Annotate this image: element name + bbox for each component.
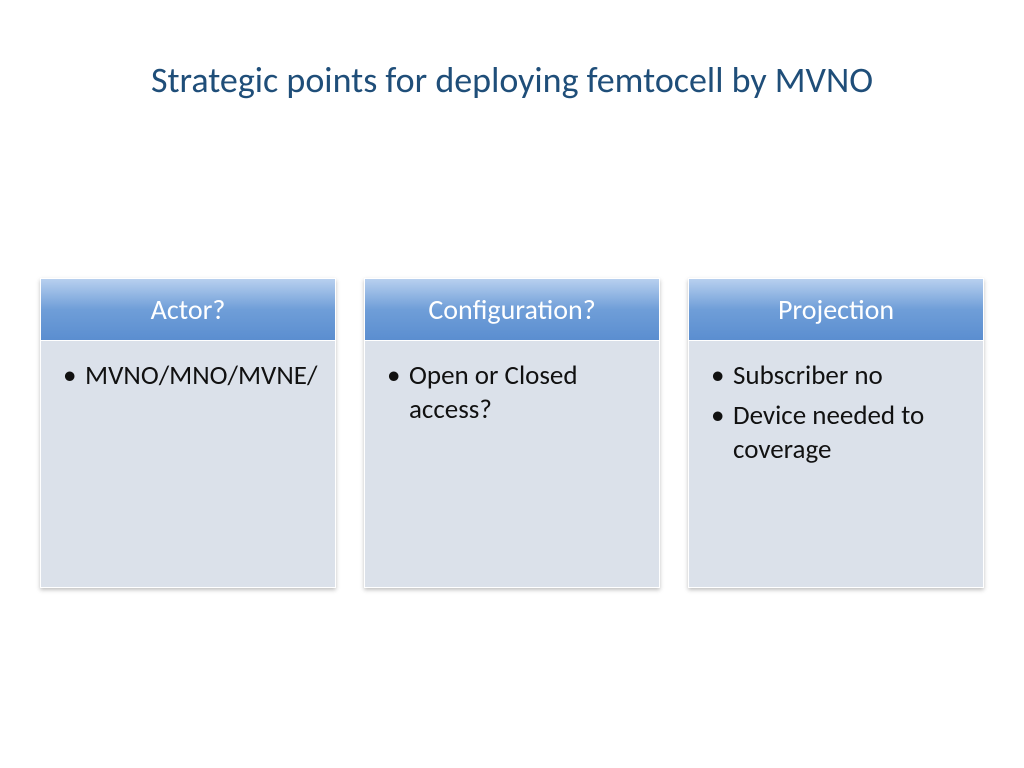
card-configuration: Configuration? Open or Closed access?: [364, 278, 660, 588]
list-item: Subscriber no: [707, 359, 969, 393]
card-header: Actor?: [41, 279, 335, 341]
card-body: Open or Closed access?: [365, 341, 659, 587]
card-body: MVNO/MNO/MVNE/: [41, 341, 335, 587]
card-header: Configuration?: [365, 279, 659, 341]
list-item: Device needed to coverage: [707, 399, 969, 467]
card-projection: Projection Subscriber no Device needed t…: [688, 278, 984, 588]
list-item: Open or Closed access?: [383, 359, 645, 427]
cards-row: Actor? MVNO/MNO/MVNE/ Configuration? Ope…: [40, 278, 984, 588]
card-body: Subscriber no Device needed to coverage: [689, 341, 983, 587]
list-item: MVNO/MNO/MVNE/: [59, 359, 321, 393]
card-actor: Actor? MVNO/MNO/MVNE/: [40, 278, 336, 588]
card-header: Projection: [689, 279, 983, 341]
slide-title: Strategic points for deploying femtocell…: [0, 58, 1024, 102]
